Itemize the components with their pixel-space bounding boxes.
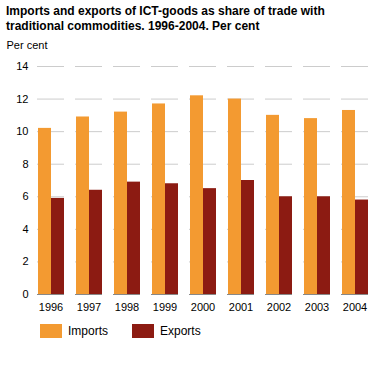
svg-text:1997: 1997 <box>77 301 101 313</box>
svg-text:6: 6 <box>22 190 28 202</box>
svg-text:2002: 2002 <box>267 301 291 313</box>
svg-text:14: 14 <box>16 60 28 72</box>
svg-text:1999: 1999 <box>153 301 177 313</box>
svg-text:8: 8 <box>22 158 28 170</box>
svg-text:12: 12 <box>16 93 28 105</box>
html-text:Exports: Exports <box>160 324 201 338</box>
svg-text:0: 0 <box>22 288 28 300</box>
svg-text:2003: 2003 <box>305 301 329 313</box>
svg-text:1996: 1996 <box>39 301 63 313</box>
svg-text:2: 2 <box>22 255 28 267</box>
svg-text:10: 10 <box>16 125 28 137</box>
svg-text:2004: 2004 <box>343 301 367 313</box>
html-text:Imports: Imports <box>68 324 108 338</box>
svg-text:1998: 1998 <box>115 301 139 313</box>
svg-text:2001: 2001 <box>229 301 253 313</box>
svg-text:Per cent: Per cent <box>7 39 48 51</box>
svg-text:4: 4 <box>22 223 28 235</box>
svg-text:2000: 2000 <box>191 301 215 313</box>
html-text:Imports and exports of ICT-goo: Imports and exports of ICT-goods as shar… <box>6 4 325 33</box>
